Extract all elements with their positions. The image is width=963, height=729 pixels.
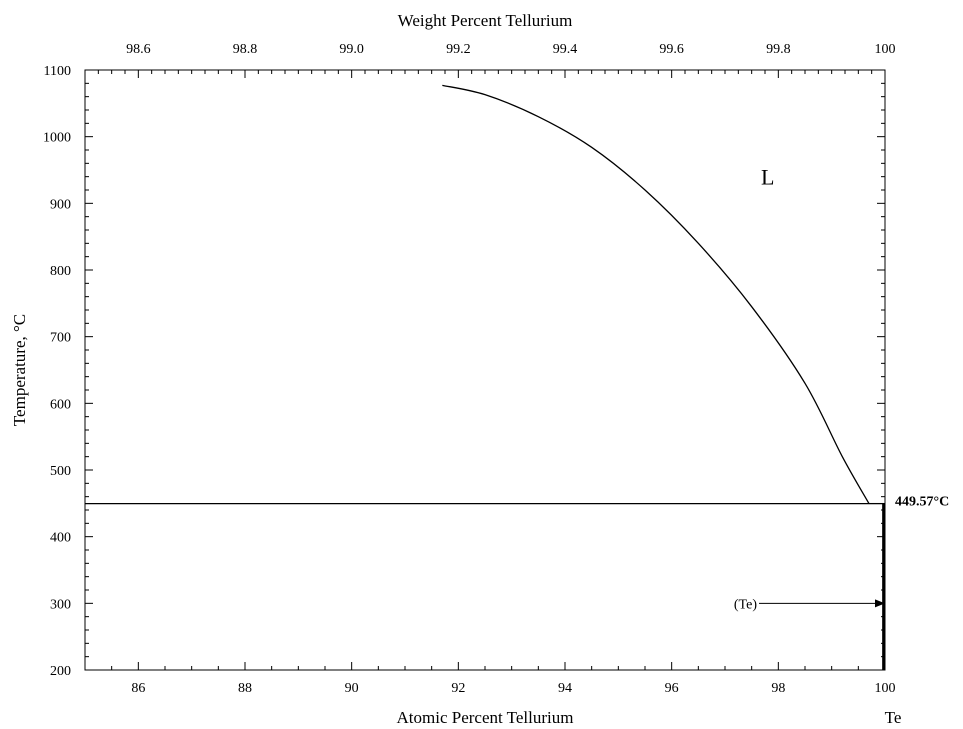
x2-tick-label: 99.6 bbox=[659, 42, 684, 57]
x2-tick-label: 98.6 bbox=[126, 42, 151, 57]
x2-tick-label: 98.8 bbox=[233, 42, 258, 57]
x-tick-label: 100 bbox=[875, 681, 896, 696]
element-te-label: Te bbox=[885, 708, 902, 727]
x-axis-title: Atomic Percent Tellurium bbox=[397, 708, 574, 727]
y-tick-label: 300 bbox=[50, 597, 71, 612]
liquidus-line bbox=[442, 84, 870, 504]
x-tick-label: 90 bbox=[345, 681, 359, 696]
phase-boundaries bbox=[85, 84, 885, 670]
top-axis-title: Weight Percent Tellurium bbox=[398, 11, 573, 30]
y-tick-label: 500 bbox=[50, 464, 71, 479]
y-tick-label: 200 bbox=[50, 664, 71, 679]
x2-tick-label: 100 bbox=[875, 42, 896, 57]
y-tick-label: 1000 bbox=[43, 131, 71, 146]
plot-frame bbox=[84, 69, 886, 671]
y-tick-label: 600 bbox=[50, 397, 71, 412]
te-phase-label: (Te) bbox=[734, 597, 757, 612]
x-tick-label: 94 bbox=[558, 681, 572, 696]
x2-tick-label: 99.4 bbox=[553, 42, 578, 57]
y-tick-label: 1100 bbox=[44, 64, 71, 79]
tick-labels: 86 88 90 92 94 96 98 100 98.6 98.8 99.0 99.2 99.4 99.… bbox=[43, 42, 896, 696]
x-tick-label: 98 bbox=[771, 681, 785, 696]
x2-tick-label: 99.8 bbox=[766, 42, 791, 57]
x-tick-label: 96 bbox=[665, 681, 679, 696]
y-tick-label: 800 bbox=[50, 264, 71, 279]
y-axis-title: Temperature, °C bbox=[10, 314, 29, 426]
x2-tick-label: 99.0 bbox=[339, 42, 364, 57]
x-tick-label: 92 bbox=[451, 681, 465, 696]
y-tick-label: 400 bbox=[50, 531, 71, 546]
x-tick-label: 86 bbox=[131, 681, 145, 696]
x2-tick-label: 99.2 bbox=[446, 42, 471, 57]
y-tick-label: 900 bbox=[50, 197, 71, 212]
y-tick-label: 700 bbox=[50, 331, 71, 346]
eutectic-temperature-label: 449.57°C bbox=[895, 495, 949, 510]
liquid-region-label: L bbox=[761, 165, 774, 190]
tick-marks bbox=[84, 69, 886, 671]
x-tick-label: 88 bbox=[238, 681, 252, 696]
